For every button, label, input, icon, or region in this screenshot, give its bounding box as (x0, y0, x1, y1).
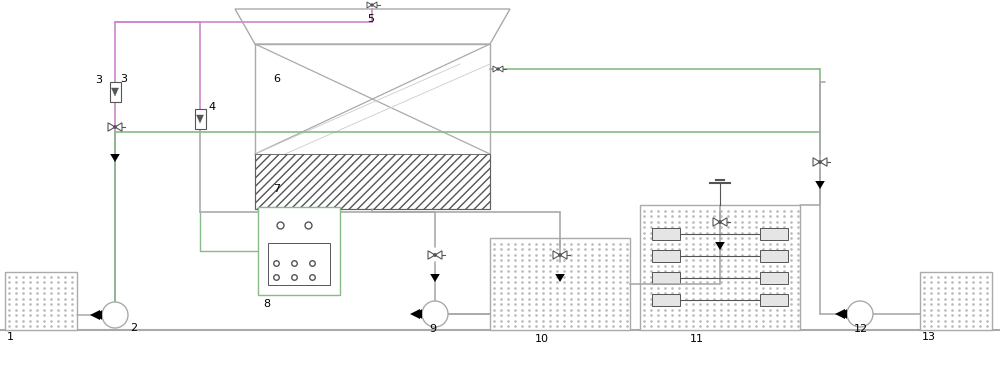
Bar (490, 238, 630, 330)
Bar (652, 294, 680, 306)
Circle shape (371, 4, 373, 6)
Circle shape (819, 161, 821, 163)
Bar (110, 82, 120, 102)
Circle shape (559, 254, 561, 256)
Polygon shape (553, 251, 560, 259)
Text: 10: 10 (535, 334, 549, 344)
Polygon shape (108, 123, 115, 131)
Text: 12: 12 (854, 324, 868, 334)
Polygon shape (112, 88, 119, 96)
Text: 3: 3 (95, 75, 102, 85)
Text: 11: 11 (690, 334, 704, 344)
Bar (640, 205, 800, 330)
Circle shape (719, 221, 721, 223)
Text: 5: 5 (367, 14, 374, 24)
Text: 2: 2 (130, 323, 137, 333)
Bar (255, 154, 490, 209)
Polygon shape (410, 309, 420, 319)
Circle shape (497, 68, 499, 70)
Polygon shape (428, 251, 435, 259)
Polygon shape (813, 158, 820, 166)
Bar (760, 228, 788, 240)
Bar (652, 228, 680, 240)
Polygon shape (430, 274, 440, 282)
Bar (920, 272, 992, 330)
Circle shape (102, 302, 128, 328)
Bar (760, 250, 788, 262)
Bar (652, 250, 680, 262)
Polygon shape (820, 158, 827, 166)
Bar (268, 243, 330, 285)
Text: 9: 9 (429, 324, 436, 334)
Polygon shape (498, 66, 503, 72)
Polygon shape (493, 66, 498, 72)
Polygon shape (115, 123, 122, 131)
Polygon shape (372, 2, 377, 8)
Polygon shape (555, 274, 565, 282)
Polygon shape (839, 309, 847, 319)
Polygon shape (110, 154, 120, 162)
Polygon shape (435, 251, 442, 259)
Text: 8: 8 (263, 299, 270, 309)
Circle shape (422, 301, 448, 327)
Text: 1: 1 (7, 332, 14, 342)
Bar (5, 272, 77, 330)
Polygon shape (815, 181, 825, 189)
Polygon shape (560, 251, 567, 259)
Text: 7: 7 (273, 184, 280, 194)
Circle shape (434, 254, 436, 256)
Bar (652, 272, 680, 284)
Polygon shape (720, 218, 727, 226)
Polygon shape (715, 242, 725, 250)
Text: 13: 13 (922, 332, 936, 342)
Bar (760, 294, 788, 306)
Text: 3: 3 (120, 74, 127, 84)
Polygon shape (196, 115, 204, 123)
Text: 6: 6 (273, 74, 280, 84)
Polygon shape (94, 310, 102, 320)
Bar (255, 44, 490, 209)
Circle shape (114, 126, 116, 128)
Text: 4: 4 (208, 102, 215, 112)
Bar (760, 272, 788, 284)
Polygon shape (90, 310, 100, 320)
Polygon shape (835, 309, 845, 319)
Circle shape (847, 301, 873, 327)
Polygon shape (713, 218, 720, 226)
Polygon shape (235, 9, 510, 44)
Polygon shape (414, 309, 422, 319)
Polygon shape (367, 2, 372, 8)
Bar (194, 109, 206, 129)
Bar (258, 207, 340, 295)
